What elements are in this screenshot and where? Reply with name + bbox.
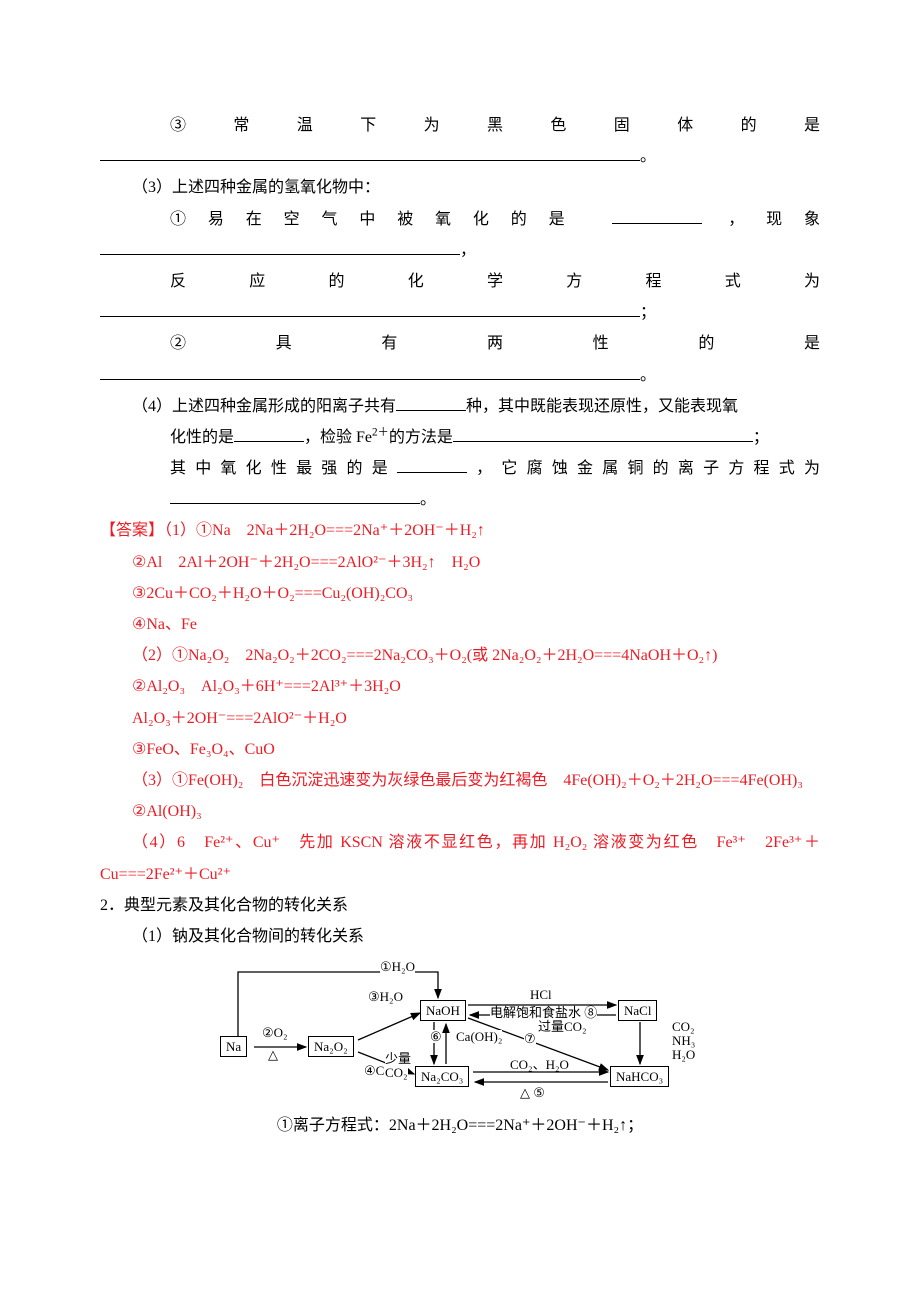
- label-l6: ⑥: [430, 1030, 442, 1043]
- q3-1a: ①易在空气中被氧化的是: [170, 211, 587, 228]
- node-NaHCO3: NaHCO₃: [610, 1066, 669, 1087]
- period: 。: [420, 491, 436, 508]
- ans-3-1: （3）①Fe(OH)₂ 白色沉淀迅速变为灰绿色最后变为红褐色 4Fe(OH)₂＋…: [100, 765, 820, 796]
- q4-line1: （4）上述四种金属形成的阳离子共有 种，其中既能表现还原性，又能表现氧: [100, 391, 820, 422]
- ans-2-1: （2）①Na₂O₂ 2Na₂O₂＋2CO₂===2Na₂CO₃＋O₂(或 2Na…: [100, 640, 820, 671]
- period: 。: [640, 367, 656, 384]
- ans-2-2: ②Al₂O₃ Al₂O₃＋6H⁺===2Al³⁺＋3H₂O: [100, 671, 820, 702]
- q4d-suf: ，它腐蚀金属铜的离子方程式为: [467, 460, 820, 477]
- node-NaCl: NaCl: [618, 1000, 657, 1021]
- blank: [453, 427, 753, 441]
- node-Na: Na: [220, 1036, 247, 1057]
- q-item-3: ③常温下为黑色固体的是: [100, 110, 820, 141]
- label-l8: CO₂、H₂O: [510, 1058, 569, 1071]
- node-NaOH: NaOH: [420, 1000, 466, 1021]
- label-l7b: 过量CO₂: [538, 1020, 587, 1033]
- label-lr2: NH₃: [672, 1034, 695, 1047]
- label-l2: ②O₂: [262, 1026, 288, 1039]
- ans-text: （3）①Fe(OH)₂ 白色沉淀迅速变为灰绿色最后变为红褐色 4Fe(OH)₂＋…: [132, 772, 803, 789]
- q3-1-eq-blank: ；: [100, 297, 820, 328]
- q4-line2: 化性的是 ，检验 Fe2＋的方法是 ；: [100, 422, 820, 453]
- ans-2-2b: Al₂O₃＋2OH⁻===2AlO²⁻＋H₂O: [100, 703, 820, 734]
- label-l6c: CO₂: [385, 1066, 408, 1079]
- blank: [100, 147, 640, 161]
- node-Na2O2: Na₂O₂: [308, 1036, 354, 1057]
- label-l7: ⑦: [524, 1032, 536, 1045]
- sec2-title: 2．典型元素及其化合物的转化关系: [100, 890, 820, 921]
- label-lr1: CO₂: [672, 1020, 695, 1033]
- answer-block: 【答案】（1）①Na 2Na＋2H₂O===2Na⁺＋2OH⁻＋H₂↑ ②Al …: [100, 515, 820, 889]
- ans-4: （4）6 Fe²⁺、Cu⁺ 先加 KSCN 溶液不显红色，再加 H₂O₂ 溶液变…: [100, 827, 820, 889]
- period: 。: [640, 148, 656, 165]
- q3-1-line1: ①易在空气中被氧化的是 ，现象: [100, 204, 820, 235]
- q4-line3: 其中氧化性最强的是 ，它腐蚀金属铜的离子方程式为: [100, 453, 820, 484]
- q3-2-line: ②具有两性的是: [100, 328, 820, 359]
- ans-1-2: ②Al 2Al＋2OH⁻＋2H₂O===2AlO²⁻＋3H₂↑ H₂O: [100, 547, 820, 578]
- semi: ；: [640, 304, 656, 321]
- label-l3: ③H₂O: [368, 990, 403, 1003]
- blank: [397, 459, 467, 473]
- q4c-mid: ，检验 Fe: [304, 429, 372, 446]
- q3-blank-line: 。: [100, 141, 820, 172]
- label-l6a: 电解饱和食盐水 ⑧: [490, 1006, 597, 1019]
- comma: ，: [460, 242, 476, 259]
- q3-1-eq-label: 反应的化学方程式为: [100, 266, 820, 297]
- q4c-suf: 的方法是: [389, 429, 453, 446]
- label-l9: △ ⑤: [520, 1086, 545, 1099]
- sec2-sub1: （1）钠及其化合物间的转化关系: [100, 921, 820, 952]
- na-compound-diagram: Na Na₂O₂ NaOH Na₂CO₃ NaCl NaHCO₃ ①H₂O ②O₂ △ ③H₂O…: [210, 958, 710, 1106]
- q3-2: ②具有两性的是: [170, 335, 820, 352]
- q3-1b: ，现象: [728, 211, 820, 228]
- node-Na2CO3: Na₂CO₃: [415, 1066, 469, 1087]
- q3-text: ③常温下为黑色固体的是: [170, 117, 820, 134]
- label-l5: HCl: [530, 988, 552, 1001]
- label-l1: ①H₂O: [380, 960, 415, 973]
- q3-2-blank: 。: [100, 360, 820, 391]
- ans-2-3: ③FeO、Fe₃O₄、CuO: [100, 734, 820, 765]
- q4b: 种，其中既能表现还原性，又能表现氧: [466, 398, 738, 415]
- blank: [170, 490, 420, 504]
- sup-2plus: 2＋: [372, 427, 389, 439]
- ans-1-3: ③2Cu＋CO₂＋H₂O＋O₂===Cu₂(OH)₂CO₃: [100, 578, 820, 609]
- blank: [234, 427, 304, 441]
- blank: [100, 365, 640, 379]
- ans-3-2: ②Al(OH)₃: [100, 796, 820, 827]
- blank: [100, 303, 640, 317]
- eq-text: ①离子方程式：2Na＋2H₂O===2Na⁺＋2OH⁻＋H₂↑；: [277, 1117, 643, 1134]
- ans-1-1: 【答案】（1）①Na 2Na＋2H₂O===2Na⁺＋2OH⁻＋H₂↑: [100, 515, 820, 546]
- q3-1d: 反应的化学方程式为: [170, 273, 820, 290]
- label-l2b: △: [268, 1048, 278, 1061]
- q4-line4: 。: [100, 484, 820, 515]
- sec2-eq1: ①离子方程式：2Na＋2H₂O===2Na⁺＋2OH⁻＋H₂↑；: [100, 1110, 820, 1141]
- blank: [396, 396, 466, 410]
- label-lr3: H₂O: [672, 1048, 695, 1061]
- q4c-pre: 化性的是: [170, 429, 234, 446]
- label-l6b: 少量: [385, 1052, 411, 1065]
- ans-text: （1）①Na 2Na＋2H₂O===2Na⁺＋2OH⁻＋H₂↑: [164, 522, 485, 539]
- q4d-pre: 其中氧化性最强的是: [170, 460, 397, 477]
- ans-1-4: ④Na、Fe: [100, 609, 820, 640]
- ans-label: 【答案】: [100, 522, 164, 539]
- label-l7a: Ca(OH)₂: [456, 1030, 502, 1043]
- blank: [100, 240, 460, 254]
- q4a: （4）上述四种金属形成的阳离子共有: [132, 398, 396, 415]
- q4c-end: ；: [753, 429, 769, 446]
- q3-1-blank-line: ，: [100, 235, 820, 266]
- blank: [612, 209, 702, 223]
- page-root: ③常温下为黑色固体的是 。 （3）上述四种金属的氢氧化物中： ①易在空气中被氧化…: [0, 0, 920, 1221]
- ans-text: （4）6 Fe²⁺、Cu⁺ 先加 KSCN 溶液不显红色，再加 H₂O₂ 溶液变…: [100, 834, 820, 882]
- q3-title: （3）上述四种金属的氢氧化物中：: [100, 172, 820, 203]
